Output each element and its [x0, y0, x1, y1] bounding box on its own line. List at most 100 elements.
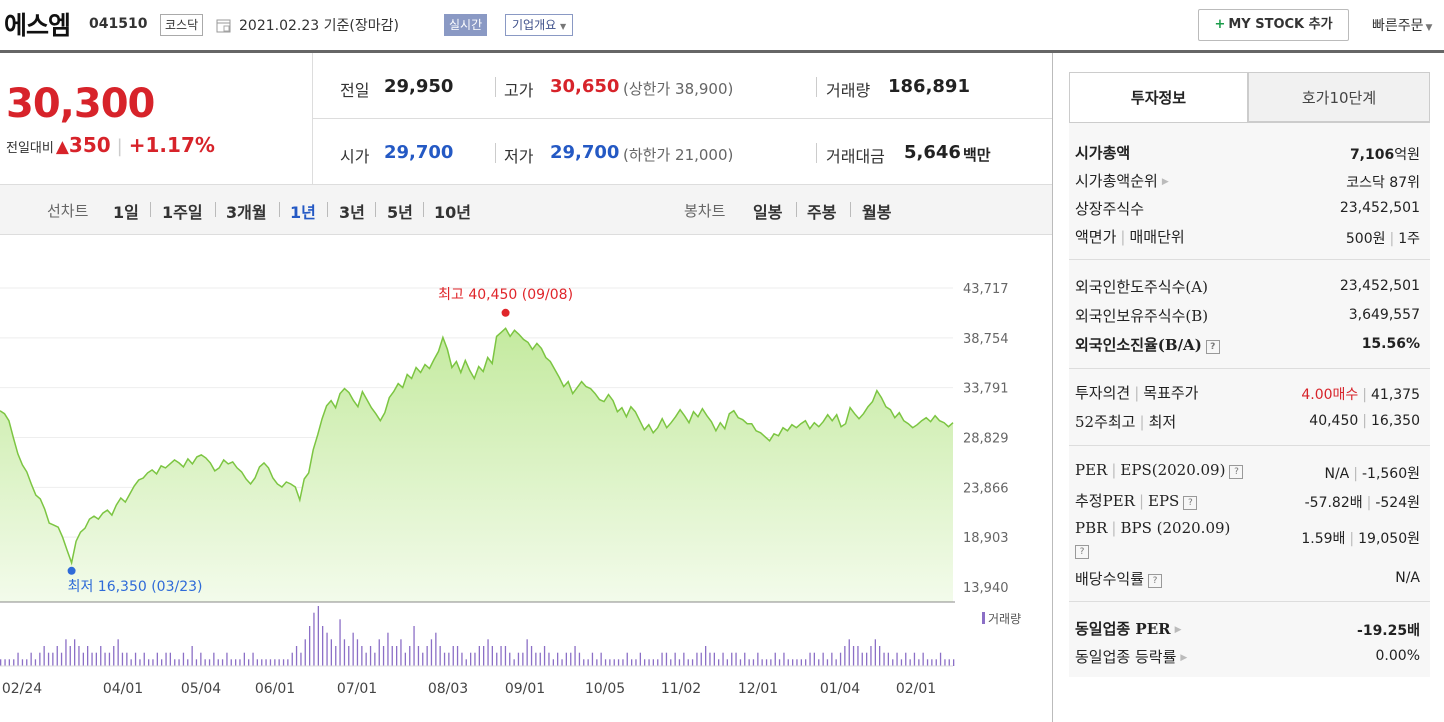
divider	[375, 202, 376, 217]
market-cap-row: 시가총액 7,106억원	[1075, 140, 1420, 166]
volume-bar	[831, 652, 833, 666]
sector-change-label[interactable]: 동일업종 등락률 ▶	[1075, 646, 1187, 667]
divider	[796, 202, 797, 217]
volume-bar	[944, 659, 946, 666]
volume-bar	[378, 639, 380, 666]
volume-bar	[652, 659, 654, 666]
price-change: 전일대비 ▲350 | +1.17%	[6, 133, 215, 157]
period-1d[interactable]: 1일	[113, 203, 139, 222]
volume-bar	[117, 639, 119, 666]
volume-bar	[835, 659, 837, 666]
add-mystock-button[interactable]: + MY STOCK 추가	[1198, 9, 1349, 41]
volume-bar	[948, 659, 950, 666]
period-5y[interactable]: 5년	[387, 203, 413, 222]
separator: |	[1138, 492, 1144, 510]
volume-bar	[722, 652, 724, 666]
volume-bar	[483, 646, 485, 666]
volume-bar	[322, 626, 324, 666]
separator: |	[1362, 413, 1367, 429]
period-1y[interactable]: 1년	[290, 203, 316, 222]
volume-bar	[143, 652, 145, 666]
volume-bar	[517, 652, 520, 666]
est-eps-label: EPS	[1148, 492, 1180, 510]
volume-bar	[739, 659, 742, 666]
sector-change-row[interactable]: 동일업종 등락률 ▶ 0.00%	[1075, 644, 1420, 670]
volume-label: 거래량	[826, 81, 871, 100]
market-cap-number: 7,106	[1349, 147, 1395, 163]
volume-bar	[195, 659, 198, 666]
week52-low: 16,350	[1371, 413, 1420, 429]
eps-label: EPS(2020.09)	[1120, 461, 1226, 479]
realtime-button[interactable]: 실시간	[444, 14, 488, 36]
volume-bar	[674, 652, 676, 666]
help-icon[interactable]: ?	[1148, 574, 1163, 588]
volume-bar	[230, 659, 232, 666]
volume-bar	[844, 646, 846, 666]
volume-bar	[587, 659, 589, 666]
divider	[423, 202, 424, 217]
volume-bar	[683, 652, 685, 666]
candle-monthly[interactable]: 월봉	[862, 203, 892, 222]
volume-bar	[204, 659, 206, 666]
period-10y[interactable]: 10년	[434, 203, 471, 222]
y-tick-label: 43,717	[963, 282, 1009, 297]
shares-label: 상장주식수	[1075, 200, 1145, 218]
volume-bar	[17, 652, 19, 666]
volume-bar	[352, 632, 354, 666]
volume-bar	[130, 659, 132, 666]
volume-bar	[404, 652, 406, 666]
divider	[150, 202, 151, 217]
volume-bars	[0, 606, 955, 667]
volume-bar	[43, 646, 45, 666]
foreign-held-label: 외국인보유주식수(B)	[1075, 307, 1209, 325]
tab-order-book[interactable]: 호가10단계	[1248, 72, 1430, 122]
company-overview-dropdown[interactable]: 기업개요 ▼	[505, 14, 574, 36]
y-tick-label: 28,829	[963, 431, 1009, 446]
volume-bar	[687, 659, 689, 666]
caret-right-icon: ▶	[1180, 653, 1188, 663]
volume-bar	[565, 652, 567, 666]
bps-value: 19,050원	[1358, 531, 1420, 547]
volume-bar	[165, 652, 167, 666]
dividend-value: N/A	[1395, 570, 1420, 586]
help-icon[interactable]: ?	[1229, 465, 1244, 479]
volume-bar	[661, 652, 663, 666]
candle-weekly[interactable]: 주봉	[807, 203, 837, 222]
help-icon[interactable]: ?	[1205, 340, 1220, 354]
volume-bar	[761, 659, 763, 666]
separator: |	[116, 136, 123, 157]
volume-bar	[174, 659, 176, 666]
y-tick-label: 18,903	[963, 531, 1009, 546]
sector-per-label[interactable]: 동일업종 PER ▶	[1075, 618, 1182, 639]
volume-bar	[478, 646, 480, 666]
volume-bar	[208, 659, 211, 666]
volume-bar	[400, 639, 402, 666]
quick-order-dropdown[interactable]: 빠른주문 ▼	[1372, 15, 1432, 35]
cap-rank-label[interactable]: 시가총액순위 ▶	[1075, 170, 1169, 191]
volume-bar	[326, 632, 328, 666]
volume-bar	[639, 652, 641, 666]
volume-bar	[426, 646, 428, 666]
help-icon[interactable]: ?	[1183, 496, 1198, 510]
est-per-label: 추정PER | EPS?	[1075, 490, 1198, 511]
volume-bar	[552, 659, 554, 666]
cap-rank-row[interactable]: 시가총액순위 ▶ 코스닥 87위	[1075, 168, 1420, 194]
volume-bar	[735, 652, 737, 666]
volume-bar	[8, 659, 10, 666]
volume-bar	[778, 659, 781, 666]
help-icon[interactable]: ?	[1075, 545, 1089, 559]
foreign-ratio-label: 외국인소진율(B/A)?	[1075, 334, 1220, 355]
candle-daily[interactable]: 일봉	[753, 203, 783, 222]
volume-bar	[852, 646, 855, 666]
period-1w[interactable]: 1주일	[162, 203, 203, 222]
eps-value: -1,560원	[1361, 466, 1420, 482]
period-3y[interactable]: 3년	[339, 203, 365, 222]
volume-bar	[918, 659, 920, 666]
pbr-label: PBR | BPS (2020.09)	[1075, 519, 1230, 537]
sector-per-row[interactable]: 동일업종 PER ▶ -19.25배	[1075, 616, 1420, 642]
volume-bar	[409, 646, 411, 666]
volume-bar	[60, 652, 63, 666]
volume-bar	[500, 646, 502, 666]
period-3m[interactable]: 3개월	[226, 203, 267, 222]
tab-investment-info[interactable]: 투자정보	[1069, 72, 1248, 122]
